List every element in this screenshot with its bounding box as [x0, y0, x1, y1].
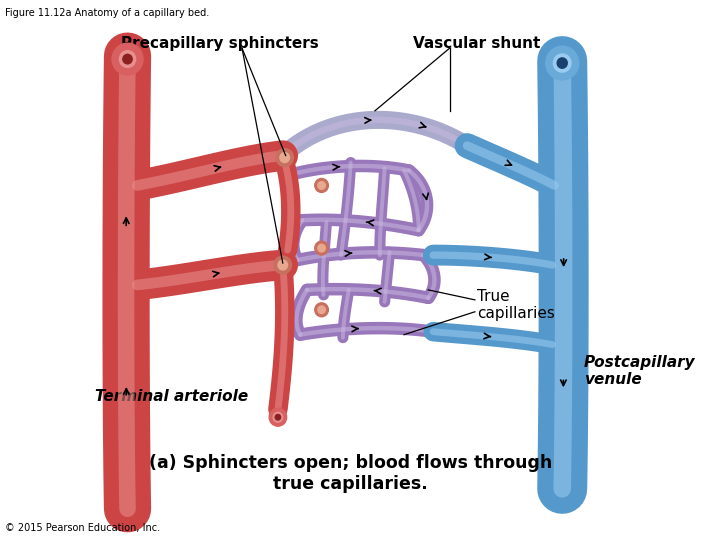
- Circle shape: [315, 303, 328, 317]
- Circle shape: [112, 43, 143, 75]
- Text: © 2015 Pearson Education, Inc.: © 2015 Pearson Education, Inc.: [5, 523, 161, 532]
- Circle shape: [546, 46, 579, 80]
- Circle shape: [273, 413, 283, 422]
- Circle shape: [318, 244, 325, 252]
- Circle shape: [123, 55, 132, 64]
- Text: Vascular shunt: Vascular shunt: [413, 36, 541, 51]
- Circle shape: [318, 181, 325, 189]
- Circle shape: [274, 256, 292, 274]
- Text: Terminal arteriole: Terminal arteriole: [94, 389, 248, 404]
- Circle shape: [557, 58, 567, 68]
- Circle shape: [278, 260, 287, 270]
- Text: Postcapillary
venule: Postcapillary venule: [583, 355, 696, 387]
- Text: Figure 11.12a Anatomy of a capillary bed.: Figure 11.12a Anatomy of a capillary bed…: [5, 8, 210, 18]
- Text: (a) Sphincters open; blood flows through
true capillaries.: (a) Sphincters open; blood flows through…: [149, 454, 552, 493]
- Circle shape: [280, 153, 289, 163]
- Circle shape: [275, 415, 281, 420]
- Circle shape: [315, 179, 328, 192]
- Circle shape: [269, 408, 287, 426]
- Text: True
capillaries: True capillaries: [477, 288, 554, 321]
- Circle shape: [318, 306, 325, 314]
- Circle shape: [315, 241, 328, 255]
- Circle shape: [554, 54, 571, 72]
- Circle shape: [276, 148, 294, 166]
- Circle shape: [120, 51, 135, 68]
- Text: Precapillary sphincters: Precapillary sphincters: [121, 36, 318, 51]
